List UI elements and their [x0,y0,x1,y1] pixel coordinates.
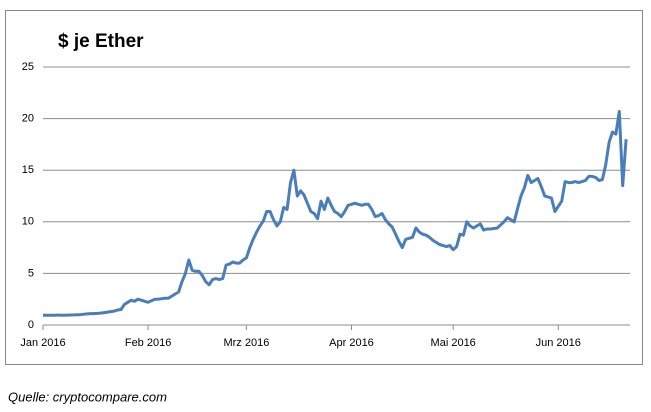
source-note: Quelle: cryptocompare.com [8,389,167,404]
x-tick-label: Mrz 2016 [223,337,269,349]
x-tick-label: Apr 2016 [329,337,374,349]
x-tick-label: Feb 2016 [125,337,171,349]
chart-frame [5,10,643,365]
y-tick-label: 0 [28,319,34,331]
y-tick-label: 15 [22,164,34,176]
y-tick-label: 10 [22,216,34,228]
y-tick-label: 5 [28,267,34,279]
x-tick-label: Jan 2016 [20,337,65,349]
x-tick-label: Jun 2016 [536,337,581,349]
y-tick-label: 20 [22,113,34,125]
price-line [43,109,628,317]
y-tick-label: 25 [22,61,34,73]
chart-title: $ je Ether [58,31,144,52]
x-tick-label: Mai 2016 [431,337,476,349]
